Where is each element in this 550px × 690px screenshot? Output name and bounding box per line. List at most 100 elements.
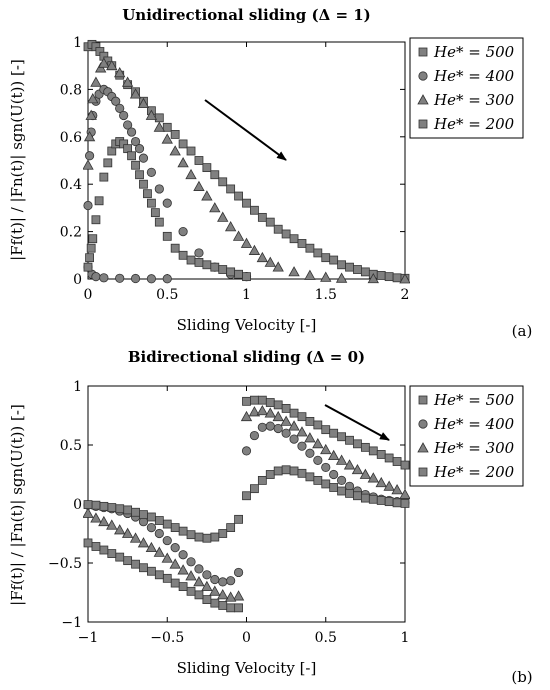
data-point — [329, 469, 339, 480]
series-4 — [83, 465, 410, 543]
data-point — [224, 591, 237, 602]
data-point — [353, 439, 362, 449]
data-point — [329, 428, 339, 438]
data-point — [123, 505, 133, 515]
data-point — [83, 507, 94, 518]
data-point — [288, 420, 300, 431]
data-point — [289, 408, 299, 418]
data-point — [123, 556, 133, 566]
data-point — [399, 273, 410, 284]
data-point — [137, 97, 150, 109]
data-point — [193, 576, 205, 587]
y-tick-label: 1 — [73, 35, 82, 51]
data-point — [320, 271, 332, 282]
data-point — [194, 590, 204, 600]
data-point — [234, 603, 243, 613]
legend-marker — [418, 71, 428, 81]
data-point — [134, 144, 145, 154]
data-point — [240, 237, 253, 248]
y-tick-label: −0.5 — [48, 556, 82, 572]
data-point — [154, 184, 164, 194]
x-axis-label: Sliding Velocity [-] — [177, 316, 317, 334]
y-tick-label: 0.8 — [60, 82, 82, 98]
data-point — [162, 573, 172, 583]
x-tick-label: 1.5 — [315, 287, 337, 303]
legend-label: He* = 500 — [433, 43, 515, 61]
data-point — [139, 563, 148, 573]
data-point — [170, 130, 180, 139]
data-point — [335, 454, 348, 465]
data-point — [143, 189, 152, 199]
data-point — [202, 163, 212, 173]
data-point — [130, 273, 141, 284]
data-point — [360, 493, 370, 503]
data-point — [217, 211, 229, 222]
data-point — [185, 168, 197, 180]
series-1 — [83, 39, 410, 283]
x-tick-label: 0.5 — [156, 287, 178, 303]
data-point — [121, 76, 134, 87]
data-point — [337, 260, 347, 270]
data-point — [193, 180, 205, 191]
data-point — [367, 272, 379, 284]
data-point — [337, 432, 347, 442]
data-point — [273, 224, 283, 234]
data-point — [224, 221, 237, 232]
data-point — [250, 205, 259, 215]
data-point — [83, 159, 94, 170]
data-point — [337, 486, 347, 496]
data-point — [146, 522, 156, 533]
data-point — [103, 158, 113, 168]
data-point — [107, 503, 117, 512]
data-point — [321, 462, 331, 473]
data-point — [353, 265, 362, 274]
x-tick-label: 0 — [84, 287, 93, 303]
series-1 — [83, 395, 410, 613]
data-points — [83, 395, 410, 613]
data-point — [376, 496, 386, 505]
data-point — [242, 198, 251, 208]
chart-title: Unidirectional sliding (Δ = 1) — [122, 6, 371, 24]
data-point — [138, 153, 149, 163]
data-point — [226, 184, 236, 194]
data-point — [233, 567, 244, 578]
data-point — [273, 466, 283, 476]
data-point — [320, 443, 332, 455]
data-point — [201, 190, 213, 201]
data-point — [129, 88, 142, 99]
data-point — [272, 261, 284, 272]
data-point — [90, 76, 102, 87]
data-point — [99, 172, 109, 182]
data-point — [297, 412, 307, 422]
data-point — [281, 229, 291, 239]
data-point — [162, 198, 172, 208]
data-point — [146, 198, 156, 208]
trend-arrow — [204, 99, 287, 161]
data-point — [273, 400, 283, 410]
data-point — [280, 415, 292, 426]
data-point — [265, 421, 275, 431]
data-point — [185, 570, 197, 581]
legend-marker — [418, 119, 428, 129]
data-point — [98, 515, 110, 527]
data-point — [343, 459, 356, 470]
x-tick-label: 1 — [242, 287, 251, 303]
data-point — [242, 491, 251, 501]
x-tick-label: −0.5 — [150, 630, 184, 646]
data-point — [86, 243, 96, 253]
y-tick-label: 1 — [73, 379, 82, 395]
data-point — [297, 468, 307, 478]
data-point — [87, 93, 99, 104]
data-point — [99, 501, 109, 511]
data-point — [329, 483, 339, 492]
data-point — [265, 217, 275, 227]
data-point — [312, 437, 324, 449]
legend-label: He* = 500 — [433, 391, 515, 409]
data-points — [83, 39, 410, 284]
data-point — [162, 535, 172, 546]
y-axis-label: |Ff(t)| / |Fn(t)| sgn(U(t)) [-] — [8, 404, 26, 606]
series-3 — [83, 404, 410, 602]
data-point — [351, 463, 364, 475]
data-point — [114, 66, 126, 78]
data-point — [345, 435, 354, 445]
